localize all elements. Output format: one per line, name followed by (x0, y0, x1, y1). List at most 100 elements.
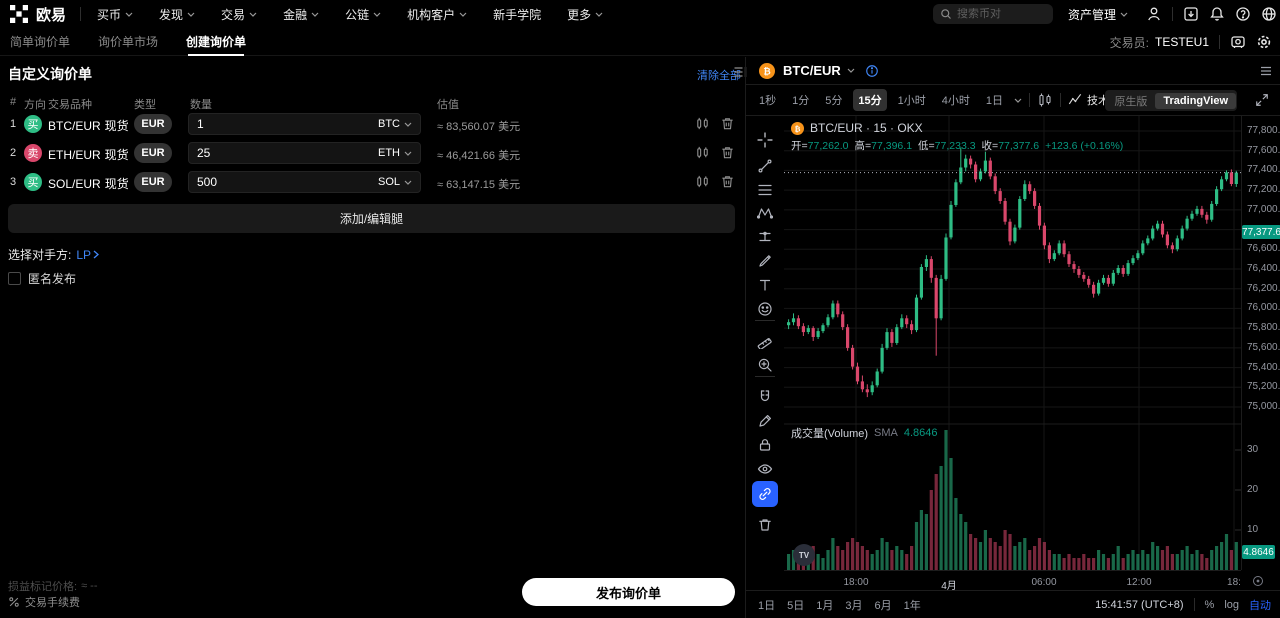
currency-pill[interactable]: EUR (134, 114, 172, 134)
emoji-tool-icon[interactable] (746, 297, 784, 321)
counterparty-selector[interactable]: LP (76, 248, 100, 262)
interval-1秒[interactable]: 1秒 (759, 95, 777, 107)
trash-icon[interactable] (720, 174, 735, 189)
ruler-tool-icon[interactable] (746, 329, 784, 353)
nav-item-买币[interactable]: 买币 (97, 6, 133, 23)
instrument-selector[interactable]: SOL/EUR 现货 (48, 175, 145, 192)
info-icon[interactable] (865, 64, 879, 78)
instrument-selector[interactable]: ETH/EUR 现货 (48, 146, 145, 163)
tab-询价单市场[interactable]: 询价单市场 (98, 35, 159, 49)
tradingview-mode-button[interactable]: TradingView (1155, 92, 1236, 109)
unit-selector[interactable]: SOL (378, 176, 412, 188)
help-icon[interactable] (1235, 6, 1251, 22)
vault-icon[interactable] (1230, 34, 1246, 50)
unit-selector[interactable]: ETH (378, 147, 412, 159)
gear-icon[interactable] (1256, 34, 1272, 50)
trash-icon[interactable] (720, 145, 735, 160)
crosshair-tool-icon[interactable] (746, 128, 784, 152)
divider (1060, 93, 1061, 107)
interval-4小时[interactable]: 4小时 (941, 95, 970, 107)
zoom-in-tool-icon[interactable] (746, 353, 784, 377)
chart-menu-icon[interactable] (1259, 64, 1273, 78)
range-1年[interactable]: 1年 (903, 599, 921, 612)
range-5日[interactable]: 5日 (787, 599, 805, 612)
eye-tool-icon[interactable] (746, 457, 784, 481)
depth-chart-icon[interactable] (695, 116, 710, 131)
range-3月[interactable]: 3月 (845, 599, 863, 612)
nav-item-更多[interactable]: 更多 (567, 6, 603, 23)
add-edit-legs-button[interactable]: 添加/编辑腿 (8, 204, 735, 233)
okx-logo[interactable]: 欧易 (10, 4, 66, 25)
instrument-market: 现货 (104, 148, 129, 162)
clock[interactable]: 15:41:57 (UTC+8) (1095, 598, 1184, 611)
link-tool-icon[interactable] (752, 481, 778, 507)
text-tool-icon[interactable] (746, 273, 784, 297)
bell-icon[interactable] (1209, 6, 1225, 22)
fullscreen-icon[interactable] (1255, 93, 1269, 107)
volume-label: 成交量(Volume) (791, 428, 869, 440)
edit-tool-icon[interactable] (746, 409, 784, 433)
time-axis[interactable]: 18:00 4月 06:00 12:00 18: (784, 570, 1241, 590)
panel-toggle-icon[interactable] (733, 65, 747, 79)
assets-menu[interactable]: 资产管理 (1068, 0, 1128, 28)
native-mode-button[interactable]: 原生版 (1114, 95, 1148, 108)
interval-1分[interactable]: 1分 (792, 95, 810, 107)
xabcd-pattern-tool-icon[interactable] (746, 201, 784, 225)
instrument-selector[interactable]: BTC/EUR 现货 (48, 117, 145, 134)
amount-input[interactable] (197, 175, 378, 189)
search-input[interactable] (957, 8, 1043, 20)
user-icon[interactable] (1146, 6, 1162, 22)
depth-chart-icon[interactable] (695, 174, 710, 189)
candle-style-icon[interactable] (1037, 92, 1053, 108)
interval-15分[interactable]: 15分 (853, 89, 887, 111)
publish-rfq-button[interactable]: 发布询价单 (522, 578, 735, 606)
trash-icon[interactable] (720, 116, 735, 131)
price-tick: 77,200.0 (1247, 184, 1280, 195)
globe-icon[interactable] (1261, 6, 1277, 22)
nav-item-公链[interactable]: 公链 (345, 6, 381, 23)
nav-item-发现[interactable]: 发现 (159, 6, 195, 23)
nav-item-金融[interactable]: 金融 (283, 6, 319, 23)
magnet-tool-icon[interactable] (746, 385, 784, 409)
tab-简单询价单[interactable]: 简单询价单 (10, 35, 71, 49)
price-axis[interactable]: 77,800.0 77,600.0 77,400.0 77,200.0 77,000.0… (1241, 116, 1280, 570)
search-box[interactable] (933, 4, 1053, 24)
trash-tool-icon[interactable] (746, 513, 784, 537)
tradingview-logo[interactable]: TV (793, 544, 815, 566)
interval-5分[interactable]: 5分 (825, 95, 843, 107)
brush-tool-icon[interactable] (746, 249, 784, 273)
nav-item-交易[interactable]: 交易 (221, 6, 257, 23)
currency-pill[interactable]: EUR (134, 143, 172, 163)
amount-input[interactable] (197, 146, 378, 160)
top-navbar: 欧易 买币 发现 交易 金融 公链 机构客户 新手学院 更多 资产管理 (0, 0, 1280, 28)
depth-chart-icon[interactable] (695, 145, 710, 160)
interval-1小时[interactable]: 1小时 (897, 95, 926, 107)
nav-item-机构客户[interactable]: 机构客户 (407, 6, 467, 23)
currency-pill[interactable]: EUR (134, 172, 172, 192)
fib-retracement-tool-icon[interactable] (746, 178, 784, 202)
trend-line-tool-icon[interactable] (746, 154, 784, 178)
interval-chevron-icon[interactable] (1014, 98, 1022, 103)
chevron-down-icon (595, 12, 603, 17)
range-6月[interactable]: 6月 (874, 599, 892, 612)
axis-settings-icon[interactable] (1252, 575, 1264, 587)
range-1日[interactable]: 1日 (758, 599, 776, 612)
download-icon[interactable] (1183, 6, 1199, 22)
symbol-selector[interactable]: BTC/EUR (783, 63, 841, 78)
auto-scale-button[interactable]: 自动 (1249, 599, 1271, 612)
bottom-right-controls: 15:41:57 (UTC+8) % log 自动 (1095, 597, 1271, 613)
position-tool-icon[interactable] (746, 225, 784, 249)
lock-tool-icon[interactable] (746, 433, 784, 457)
tab-创建询价单[interactable]: 创建询价单 (186, 28, 246, 56)
range-1月[interactable]: 1月 (816, 599, 834, 612)
side-badge: 买 (24, 173, 42, 191)
interval-1日[interactable]: 1日 (985, 95, 1003, 107)
unit-selector[interactable]: BTC (378, 118, 412, 130)
amount-input[interactable] (197, 117, 378, 131)
percent-scale-button[interactable]: % (1204, 598, 1215, 611)
log-scale-button[interactable]: log (1224, 598, 1239, 611)
clear-all-button[interactable]: 清除全部 (697, 70, 741, 82)
anonymous-checkbox[interactable] (8, 272, 21, 285)
candlestick-chart[interactable] (784, 116, 1241, 570)
nav-item-新手学院[interactable]: 新手学院 (493, 7, 542, 22)
